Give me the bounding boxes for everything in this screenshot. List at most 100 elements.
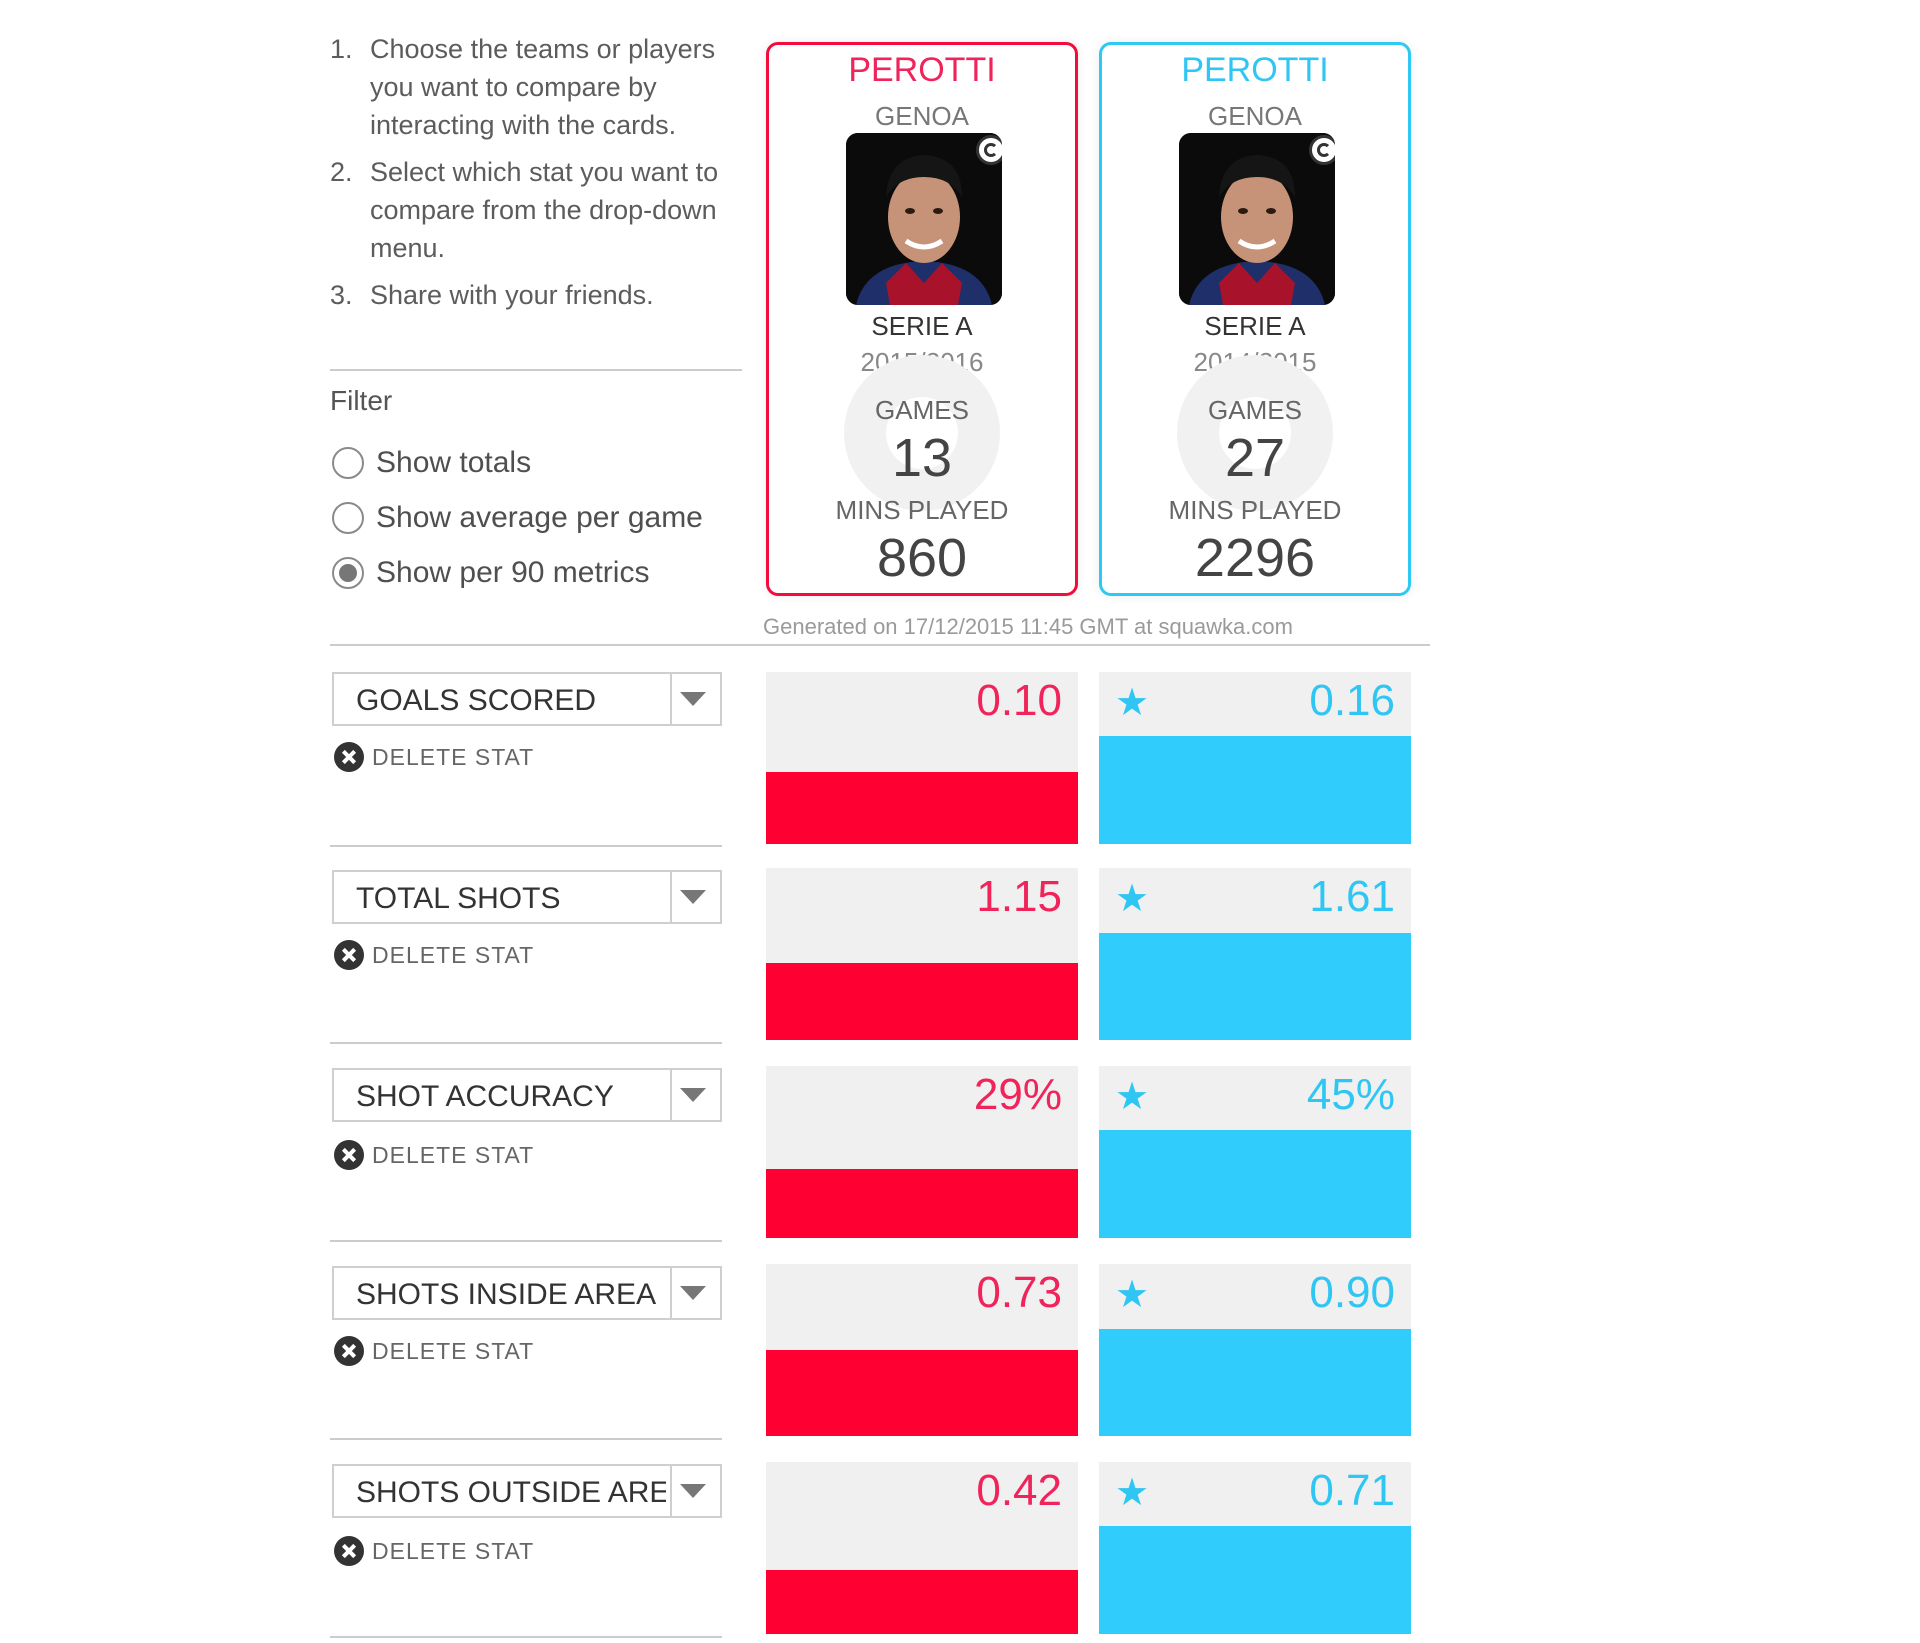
swap-icon[interactable] — [976, 135, 1002, 165]
stat-bar-right: ★ 1.61 — [1099, 868, 1411, 1040]
mins-label: MINS PLAYED — [835, 495, 1009, 525]
star-icon: ★ — [1115, 878, 1150, 920]
stat-dropdown-value: TOTAL SHOTS — [356, 882, 561, 915]
instruction-item: 1. Choose the teams or players you want t… — [330, 34, 716, 140]
player-card-left[interactable]: PEROTTI GENOA SERIE A 2015/2016 GAMES 13… — [766, 42, 1078, 596]
radio-button[interactable] — [332, 502, 364, 534]
chevron-down-icon[interactable] — [680, 692, 706, 706]
stat-bar-left: 1.15 — [766, 868, 1078, 1040]
mins-label: MINS PLAYED — [1168, 495, 1342, 525]
radio-button-checked[interactable] — [332, 557, 364, 589]
radio-label: Show totals — [376, 446, 532, 479]
squawka-logo-icon — [844, 355, 1000, 511]
filter-option-average[interactable]: Show average per game — [332, 501, 703, 535]
stat-value: 45% — [1306, 1070, 1395, 1119]
star-icon: ★ — [1115, 1076, 1150, 1118]
divider — [330, 1042, 722, 1044]
stat-dropdown[interactable]: GOALS SCORED — [332, 672, 722, 726]
delete-stat-button[interactable]: DELETE STAT — [334, 742, 534, 772]
divider — [330, 1240, 722, 1242]
star-icon: ★ — [1115, 1472, 1150, 1514]
filter-title: Filter — [330, 385, 393, 416]
instructions-list: 1. Choose the teams or players you want t… — [330, 30, 750, 323]
player-team: GENOA — [875, 101, 969, 131]
stat-dropdown[interactable]: TOTAL SHOTS — [332, 870, 722, 924]
divider — [330, 369, 742, 371]
stat-bar-right: ★ 0.90 — [1099, 1264, 1411, 1436]
bar-fill — [1099, 933, 1411, 1040]
player-name: PEROTTI — [848, 51, 996, 89]
games-label: GAMES — [1208, 395, 1302, 425]
delete-stat-button[interactable]: DELETE STAT — [334, 940, 534, 970]
stat-bar-left: 0.10 — [766, 672, 1078, 844]
divider — [330, 1636, 722, 1638]
radio-button[interactable] — [332, 447, 364, 479]
close-icon[interactable] — [334, 940, 364, 970]
mins-value: 860 — [876, 528, 968, 588]
close-icon[interactable] — [334, 1336, 364, 1366]
bar-fill — [1099, 1329, 1411, 1436]
star-icon: ★ — [1115, 1274, 1150, 1316]
stat-dropdown[interactable]: SHOTS INSIDE AREA — [332, 1266, 722, 1320]
mins-value: 2296 — [1194, 528, 1316, 588]
stat-value: 0.16 — [1309, 676, 1395, 725]
stat-bar-right: ★ 0.71 — [1099, 1462, 1411, 1634]
games-value: 13 — [891, 428, 953, 488]
close-icon[interactable] — [334, 742, 364, 772]
star-icon: ★ — [1115, 682, 1150, 724]
instruction-item: 2. Select which stat you want to compare … — [330, 157, 719, 263]
player-name: PEROTTI — [1181, 51, 1329, 89]
stat-bar-right: ★ 0.16 — [1099, 672, 1411, 844]
league-name: SERIE A — [871, 311, 973, 341]
bar-fill — [766, 771, 1078, 844]
chevron-down-icon[interactable] — [680, 1286, 706, 1300]
stat-value: 0.71 — [1309, 1466, 1395, 1515]
bar-fill — [1099, 1129, 1411, 1238]
stat-dropdown-value: SHOTS INSIDE AREA — [356, 1278, 657, 1311]
divider — [330, 1438, 722, 1440]
league-name: SERIE A — [1204, 311, 1306, 341]
player-card-right[interactable]: PEROTTI GENOA SERIE A 2014/2015 GAMES 27… — [1099, 42, 1411, 596]
stat-bar-left: 0.73 — [766, 1264, 1078, 1436]
stat-bar-left: 29% — [766, 1066, 1078, 1238]
stat-value: 0.90 — [1309, 1268, 1395, 1317]
delete-stat-button[interactable]: DELETE STAT — [334, 1536, 534, 1566]
player-photo[interactable] — [1179, 133, 1335, 305]
stat-value: 1.15 — [976, 872, 1062, 921]
radio-label: Show per 90 metrics — [376, 556, 650, 589]
games-value: 27 — [1224, 428, 1286, 488]
stat-dropdown[interactable]: SHOTS OUTSIDE AREA — [332, 1464, 722, 1518]
bar-fill — [766, 962, 1078, 1040]
stat-bar-right: ★ 45% — [1099, 1066, 1411, 1238]
games-label: GAMES — [875, 395, 969, 425]
filter-option-totals[interactable]: Show totals — [332, 446, 531, 480]
delete-stat-button[interactable]: DELETE STAT — [334, 1140, 534, 1170]
stat-dropdown-value: SHOTS OUTSIDE AREA — [356, 1476, 666, 1509]
generated-note: Generated on 17/12/2015 11:45 GMT at squ… — [763, 614, 1293, 639]
filter-option-per90[interactable]: Show per 90 metrics — [332, 556, 649, 590]
player-team: GENOA — [1208, 101, 1302, 131]
chevron-down-icon[interactable] — [680, 1088, 706, 1102]
delete-stat-button[interactable]: DELETE STAT — [334, 1336, 534, 1366]
player-photo[interactable] — [846, 133, 1002, 305]
divider — [330, 845, 722, 847]
instruction-item: 3. Share with your friends. — [330, 280, 654, 310]
bar-fill — [766, 1169, 1078, 1238]
swap-icon[interactable] — [1309, 135, 1335, 165]
stat-value: 0.10 — [976, 676, 1062, 725]
close-icon[interactable] — [334, 1536, 364, 1566]
stat-dropdown[interactable]: SHOT ACCURACY — [332, 1068, 722, 1122]
stat-dropdown-value: SHOT ACCURACY — [356, 1080, 614, 1113]
chevron-down-icon[interactable] — [680, 890, 706, 904]
close-icon[interactable] — [334, 1140, 364, 1170]
bar-fill — [766, 1570, 1078, 1634]
bar-fill — [1099, 735, 1411, 844]
bar-fill — [1099, 1525, 1411, 1634]
stat-value: 1.61 — [1309, 872, 1395, 921]
stat-value: 29% — [973, 1070, 1062, 1119]
stat-bar-left: 0.42 — [766, 1462, 1078, 1634]
divider — [330, 644, 1430, 646]
chevron-down-icon[interactable] — [680, 1484, 706, 1498]
stat-value: 0.73 — [976, 1268, 1062, 1317]
bar-fill — [766, 1350, 1078, 1436]
